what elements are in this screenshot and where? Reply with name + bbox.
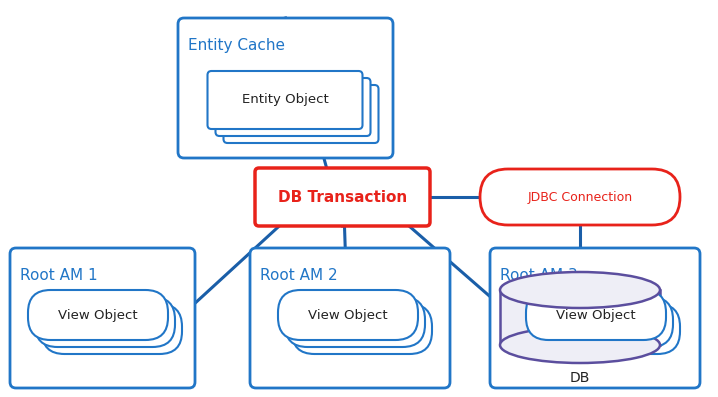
Text: JDBC Connection: JDBC Connection <box>528 191 633 204</box>
Text: Root AM 1: Root AM 1 <box>20 268 98 283</box>
FancyBboxPatch shape <box>35 297 175 347</box>
FancyBboxPatch shape <box>223 85 378 143</box>
Bar <box>500 290 660 345</box>
Text: DB Transaction: DB Transaction <box>278 189 407 204</box>
FancyBboxPatch shape <box>178 18 393 158</box>
FancyBboxPatch shape <box>292 304 432 354</box>
FancyBboxPatch shape <box>10 248 195 388</box>
Text: View Object: View Object <box>58 308 138 322</box>
Text: View Object: View Object <box>556 308 636 322</box>
Text: Root AM 2: Root AM 2 <box>260 268 337 283</box>
FancyBboxPatch shape <box>250 248 450 388</box>
FancyBboxPatch shape <box>255 168 430 226</box>
Ellipse shape <box>500 272 660 308</box>
FancyBboxPatch shape <box>540 304 680 354</box>
FancyBboxPatch shape <box>480 169 680 225</box>
FancyBboxPatch shape <box>28 290 168 340</box>
Text: DB: DB <box>570 371 590 385</box>
Text: Entity Cache: Entity Cache <box>188 38 285 53</box>
Ellipse shape <box>500 327 660 363</box>
Text: Entity Object: Entity Object <box>242 94 328 106</box>
FancyBboxPatch shape <box>490 248 700 388</box>
FancyBboxPatch shape <box>533 297 673 347</box>
FancyBboxPatch shape <box>215 78 370 136</box>
FancyBboxPatch shape <box>526 290 666 340</box>
Text: Root AM 3: Root AM 3 <box>500 268 578 283</box>
FancyBboxPatch shape <box>42 304 182 354</box>
Text: View Object: View Object <box>308 308 388 322</box>
FancyBboxPatch shape <box>208 71 363 129</box>
FancyBboxPatch shape <box>278 290 418 340</box>
FancyBboxPatch shape <box>285 297 425 347</box>
